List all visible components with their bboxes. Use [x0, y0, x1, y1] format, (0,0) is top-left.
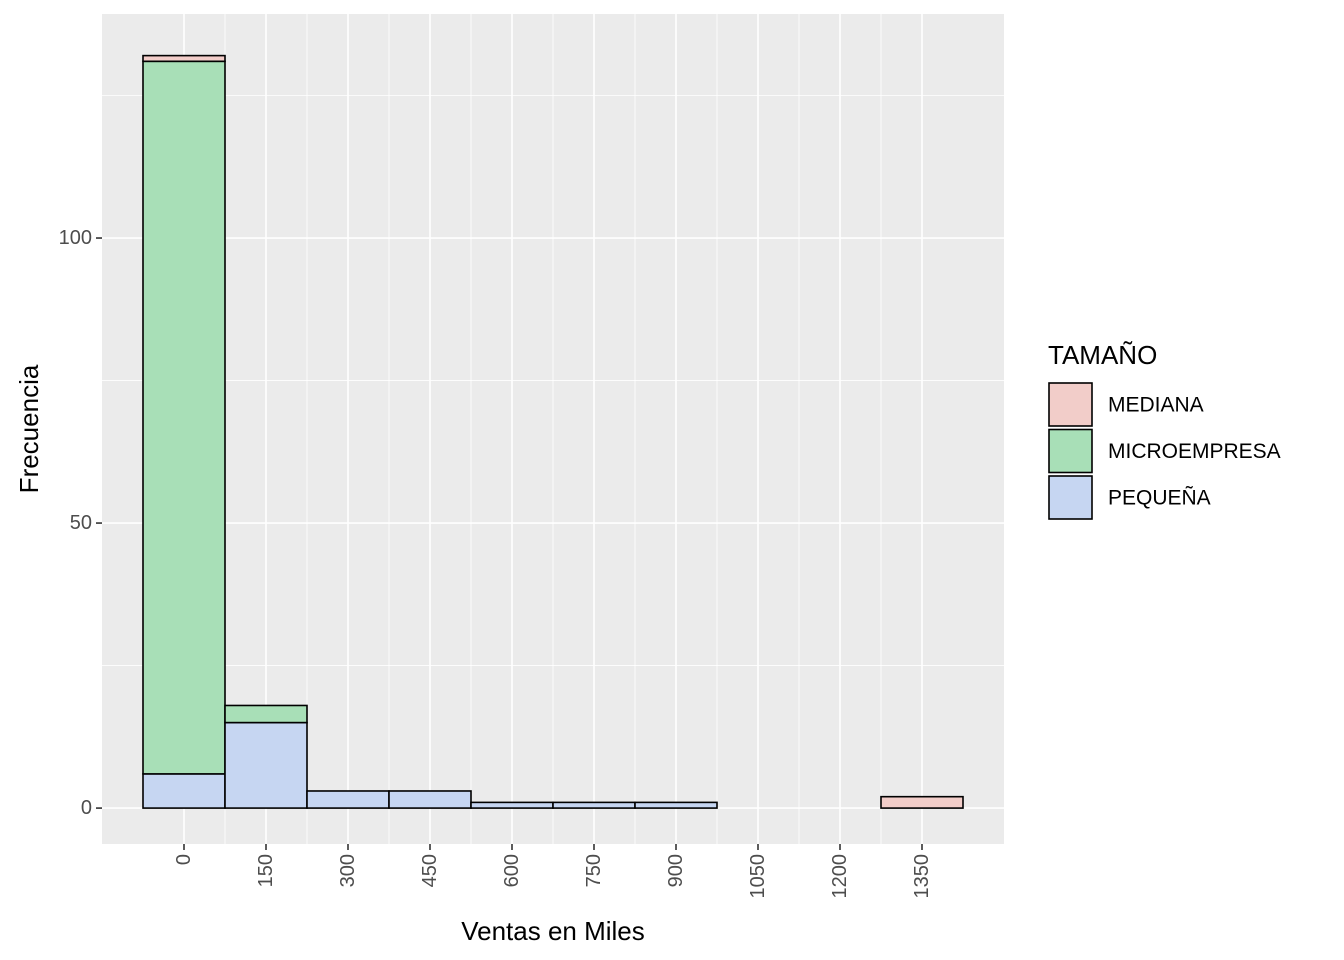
- x-tick-label: 300: [337, 854, 359, 887]
- grid-major: [102, 14, 1004, 844]
- legend-swatch-pequeña: [1048, 475, 1093, 520]
- y-axis-title: Frecuencia: [14, 364, 44, 493]
- bar-pequeña-900: [634, 801, 718, 809]
- x-tick-label: 900: [665, 854, 687, 887]
- legend-title: TAMAÑO: [1048, 340, 1157, 370]
- x-tick-label: 600: [501, 854, 523, 887]
- legend: TAMAÑO MEDIANA MICROEMPRESA PEQUEÑA: [1048, 340, 1281, 520]
- bar-mediana-1350: [880, 795, 964, 809]
- x-tick-label: 450: [419, 854, 441, 887]
- y-tick-label: 100: [59, 227, 92, 249]
- bar-microempresa-150: [224, 704, 308, 724]
- bar-pequeña-600: [470, 801, 554, 809]
- y-axis: 0 50 100: [59, 227, 102, 819]
- bar-mediana-0: [142, 54, 226, 63]
- bar-pequeña-0: [142, 773, 226, 809]
- y-tick-label: 0: [81, 797, 92, 819]
- x-tick-label: 1350: [911, 854, 933, 899]
- bar-pequeña-750: [552, 801, 636, 809]
- bar-pequeña-150: [224, 721, 308, 809]
- x-tick-label: 1050: [747, 854, 769, 899]
- x-tick-label: 150: [255, 854, 277, 887]
- bar-pequeña-300: [306, 790, 390, 809]
- legend-label-mediana: MEDIANA: [1108, 394, 1204, 417]
- legend-swatch-microempresa: [1048, 428, 1093, 474]
- x-tick-label: 1200: [829, 854, 851, 899]
- legend-label-pequeña: PEQUEÑA: [1108, 486, 1211, 510]
- x-axis: 0 150 300 450 600 750 900 1050 1200 1350: [173, 844, 933, 899]
- x-tick-label: 750: [583, 854, 605, 887]
- bar-microempresa-0: [142, 60, 226, 775]
- legend-swatch-mediana: [1048, 382, 1093, 427]
- x-tick-label: 0: [173, 854, 195, 865]
- x-axis-title: Ventas en Miles: [461, 916, 645, 946]
- bars: [142, 54, 964, 809]
- y-tick-label: 50: [70, 512, 92, 534]
- grid-minor: [102, 14, 1004, 844]
- bar-pequeña-450: [388, 790, 472, 809]
- legend-label-microempresa: MICROEMPRESA: [1108, 440, 1281, 463]
